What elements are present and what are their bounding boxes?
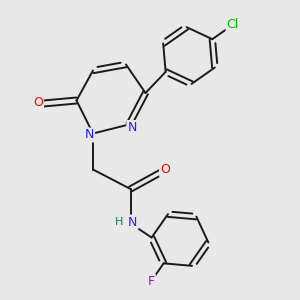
Text: H: H	[115, 217, 123, 227]
Text: Cl: Cl	[226, 18, 239, 32]
Text: O: O	[33, 95, 43, 109]
Text: N: N	[85, 128, 94, 142]
Text: F: F	[148, 274, 155, 287]
Text: O: O	[160, 163, 170, 176]
Text: N: N	[127, 121, 137, 134]
Text: N: N	[128, 215, 138, 229]
